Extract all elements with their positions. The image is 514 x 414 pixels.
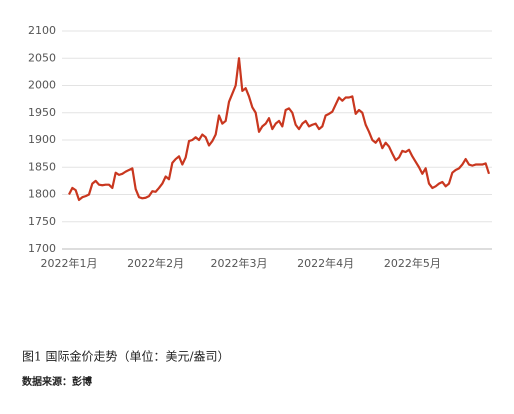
x-tick-label: 2022年5月 [384, 256, 441, 270]
y-tick-label: 1900 [28, 133, 56, 146]
y-tick-label: 1750 [28, 215, 56, 228]
y-tick-label: 1850 [28, 160, 56, 173]
source: 数据来源：彭博 [22, 375, 92, 388]
y-tick-label: 1800 [28, 188, 56, 201]
x-tick-label: 2022年4月 [297, 256, 354, 270]
y-tick-label: 2100 [28, 24, 56, 37]
price-line [68, 57, 491, 202]
x-tick-label: 2022年2月 [127, 256, 184, 270]
caption: 图1 国际金价走势（单位：美元/盎司） [22, 349, 230, 364]
y-tick-label: 1950 [28, 106, 56, 119]
y-tick-label: 1700 [28, 242, 56, 255]
y-tick-label: 2050 [28, 51, 56, 64]
y-tick-label: 2000 [28, 79, 56, 92]
x-tick-label: 2022年1月 [41, 256, 98, 270]
x-tick-label: 2022年3月 [211, 256, 268, 270]
